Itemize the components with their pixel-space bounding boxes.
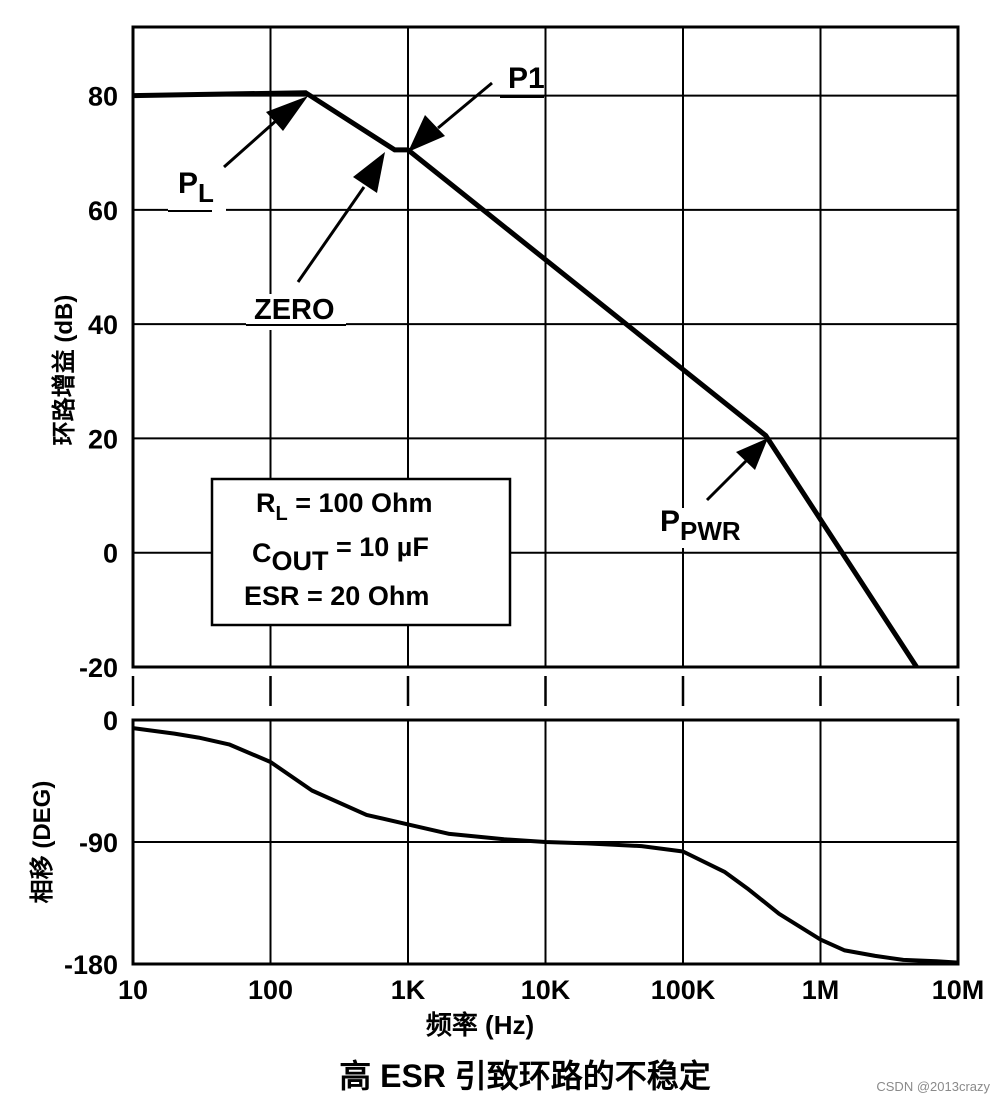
phase-y-axis-label: 相移 (DEG) (29, 781, 56, 904)
x-tick-label: 10M (932, 975, 985, 1005)
x-tick-labels: 10 100 1K 10K 100K 1M 10M (118, 975, 984, 1005)
legend-box: RL = 100 Ohm COUT = 10 µF ESR = 20 Ohm (210, 477, 512, 627)
gain-y-tick-label: 80 (88, 82, 118, 112)
between-ticks (131, 676, 960, 706)
x-tick-label: 100K (651, 975, 716, 1005)
legend-line-cout: COUT = 10 µF (252, 532, 429, 576)
x-tick-label: 1K (391, 975, 426, 1005)
x-tick-label: 10 (118, 975, 148, 1005)
figure-caption: 高 ESR 引致环路的不稳定 (339, 1058, 711, 1094)
gain-series-line (132, 90, 919, 669)
p1-arrow-line (437, 81, 493, 130)
ppwr-arrow-head (736, 438, 768, 470)
gain-y-tick-labels: 80 60 40 20 0 -20 (79, 82, 118, 683)
legend-line-rl: RL = 100 Ohm (256, 488, 433, 525)
phase-y-tick-label: -90 (79, 828, 118, 858)
phase-y-tick-label: -180 (64, 950, 118, 980)
gain-y-axis-label: 环路增益 (dB) (50, 295, 78, 446)
zero-label: ZERO (254, 294, 335, 326)
phase-y-tick-label: 0 (103, 706, 118, 736)
x-tick-label: 1M (802, 975, 840, 1005)
legend-line-esr: ESR = 20 Ohm (244, 581, 429, 611)
phase-y-tick-labels: 0 -90 -180 (64, 706, 118, 980)
gain-y-tick-label: 20 (88, 424, 118, 454)
gain-y-tick-label: -20 (79, 653, 118, 683)
ppwr-label: PPWR (660, 505, 741, 546)
zero-arrow-line (296, 186, 366, 283)
x-tick-label: 100 (248, 975, 293, 1005)
phase-plot-frame (131, 718, 960, 966)
annotation-zero: ZERO (246, 152, 385, 330)
watermark: CSDN @2013crazy (876, 1079, 990, 1094)
p1-label: P1 (508, 62, 545, 95)
pl-label: PL (178, 167, 214, 208)
x-tick-label: 10K (521, 975, 571, 1005)
gain-y-tick-label: 40 (88, 310, 118, 340)
pl-arrow-line (223, 117, 279, 169)
zero-arrow-head (353, 152, 385, 193)
x-axis-label: 频率 (Hz) (426, 1010, 534, 1040)
annotation-pl: PL (168, 96, 308, 215)
gain-y-tick-label: 60 (88, 196, 118, 226)
p1-arrow-head (408, 115, 445, 152)
gain-plot-frame (131, 25, 960, 669)
annotation-ppwr: PPWR (654, 438, 768, 548)
gain-y-tick-label: 0 (103, 539, 118, 569)
phase-series-line (132, 726, 959, 965)
ppwr-arrow-line (705, 458, 749, 502)
pl-arrow-head (266, 96, 308, 131)
annotation-p1: P1 (408, 62, 545, 152)
